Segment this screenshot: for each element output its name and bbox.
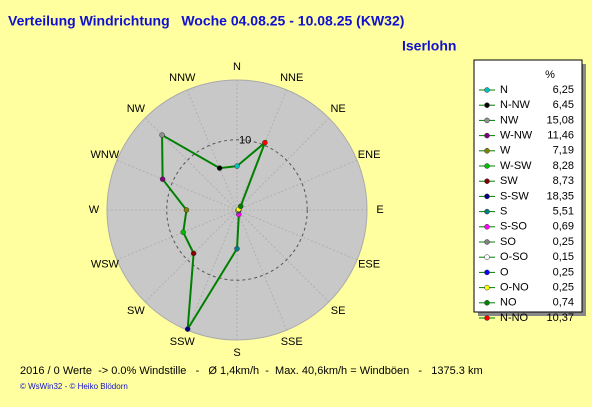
legend-label: N-NO — [500, 312, 529, 324]
spoke — [116, 209, 238, 261]
legend-value: 8,73 — [553, 175, 574, 187]
point — [159, 132, 165, 138]
legend-label: S-SO — [500, 221, 527, 233]
direction-label: WNW — [91, 149, 120, 161]
spoke — [236, 209, 358, 261]
credit: © WsWin32 - © Heiko Blödorn — [20, 382, 128, 391]
legend-value: 0,69 — [553, 221, 574, 233]
legend-label: O-NO — [500, 282, 529, 294]
direction-label: WSW — [91, 259, 120, 271]
legend-label: S-SW — [500, 190, 529, 202]
point — [190, 250, 197, 257]
direction-label: NNE — [280, 72, 303, 84]
legend-marker — [484, 148, 490, 154]
grid-ring — [166, 139, 308, 281]
legend-marker — [484, 284, 490, 291]
direction-label: ENE — [358, 149, 381, 161]
legend-marker — [484, 193, 490, 200]
legend-marker — [484, 208, 490, 215]
legend-value: 7,19 — [553, 145, 574, 157]
spoke — [186, 209, 238, 331]
legend-value: 0,25 — [553, 266, 574, 278]
legend-marker — [484, 224, 490, 230]
direction-label: S — [233, 347, 240, 359]
direction-label: SE — [331, 305, 346, 317]
point — [237, 203, 244, 210]
point — [234, 163, 240, 169]
r-tick-label: 10 — [239, 135, 251, 147]
legend-marker — [484, 102, 490, 108]
direction-label: NW — [127, 103, 146, 115]
legend-label: S — [500, 206, 507, 218]
legend-value: 18,35 — [546, 190, 574, 202]
direction-label: SSE — [281, 336, 303, 348]
legend-label: W-SW — [500, 160, 532, 172]
legend-value: 15,08 — [546, 114, 574, 126]
legend-marker — [484, 87, 490, 93]
point — [180, 229, 186, 236]
spoke — [144, 209, 238, 303]
point — [184, 326, 191, 332]
legend-value: 10,37 — [546, 312, 574, 324]
legend-value: 0,15 — [553, 251, 574, 263]
direction-label: SW — [127, 305, 145, 317]
direction-label: NE — [330, 103, 345, 115]
legend-marker — [484, 300, 490, 306]
legend-box — [473, 59, 583, 313]
direction-label: E — [376, 204, 383, 216]
legend-label: O-SO — [500, 251, 529, 263]
direction-label: N — [233, 61, 241, 73]
legend-value: 6,25 — [553, 84, 574, 96]
legend-marker — [484, 269, 490, 276]
direction-label: ESE — [358, 259, 380, 271]
spoke — [116, 159, 238, 211]
legend-label: NO — [500, 297, 517, 309]
spoke — [236, 209, 330, 303]
spoke — [236, 117, 330, 211]
spoke — [236, 209, 288, 331]
legend-marker — [484, 239, 490, 245]
point — [183, 207, 190, 213]
direction-label: W — [89, 204, 100, 216]
point — [262, 139, 268, 146]
point — [159, 176, 166, 182]
legend-label: N-NW — [500, 99, 531, 111]
legend-label: W — [500, 145, 511, 157]
legend-marker — [484, 178, 490, 184]
legend-marker — [484, 117, 490, 124]
point — [234, 245, 240, 252]
legend-header: % — [545, 69, 555, 81]
legend-value: 0,74 — [553, 297, 574, 309]
chart-title: Verteilung Windrichtung Woche 04.08.25 -… — [8, 13, 404, 29]
legend-label: SO — [500, 236, 516, 248]
chart-subtitle: Iserlohn — [402, 38, 456, 54]
footer: 2016 / 0 Werte -> 0.0% Windstille - Ø 1,… — [20, 365, 483, 377]
legend-label: NW — [500, 114, 519, 126]
legend-value: 11,46 — [547, 130, 574, 142]
legend-label: O — [500, 266, 509, 278]
legend-marker — [484, 254, 490, 260]
legend-value: 0,25 — [553, 236, 574, 248]
legend-value: 8,28 — [553, 160, 574, 172]
legend-label: W-NW — [500, 130, 533, 142]
legend-value: 0,25 — [553, 282, 574, 294]
legend-label: N — [500, 84, 508, 96]
spoke — [186, 89, 238, 211]
legend-value: 6,45 — [553, 99, 574, 111]
legend-value: 5,51 — [553, 206, 574, 218]
legend-label: SW — [500, 175, 518, 187]
point — [216, 165, 223, 171]
direction-label: SSW — [170, 336, 196, 348]
legend-marker — [484, 315, 490, 321]
legend-marker — [484, 132, 490, 139]
legend-marker — [484, 163, 490, 169]
direction-label: NNW — [169, 72, 196, 84]
spoke — [236, 159, 358, 211]
